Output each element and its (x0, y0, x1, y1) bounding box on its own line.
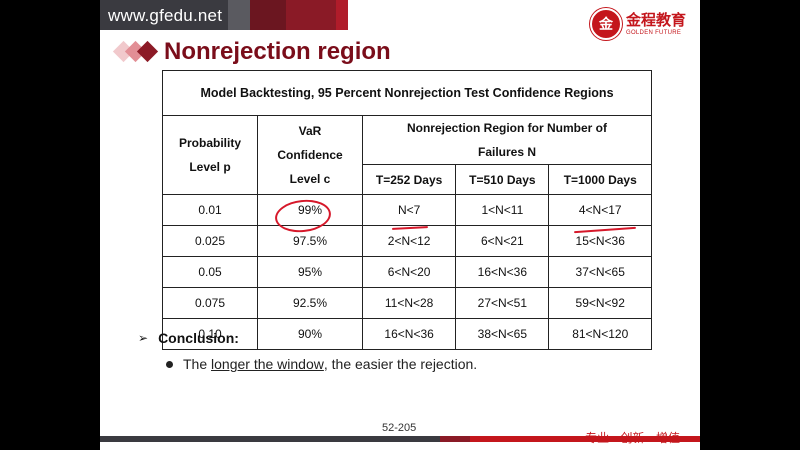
subheader-t252: T=252 Days (361, 164, 457, 195)
subheader-t510: T=510 Days (455, 164, 550, 195)
cell-t1000: 59<N<92 (548, 287, 652, 319)
subheader-t1000: T=1000 Days (548, 164, 652, 195)
cell-p: 0.075 (162, 287, 258, 319)
cell-t1000: 37<N<65 (548, 256, 652, 288)
logo-english-text: GOLDEN FUTURE (625, 29, 682, 36)
company-logo: 金 金程教育 GOLDEN FUTURE (589, 8, 686, 40)
conclusion-text-before: The (183, 356, 212, 372)
slide: www.gfedu.net 金 金程教育 GOLDEN FUTURE Nonre… (100, 0, 700, 450)
cell-t510: 1<N<11 (455, 194, 550, 226)
cell-t510: 38<N<65 (455, 318, 550, 350)
cell-t510: 6<N<21 (455, 225, 550, 257)
diamond-decoration-icon (112, 38, 160, 66)
footer-bar (100, 436, 700, 442)
cell-t1000: 4<N<17 (548, 194, 652, 226)
cell-t252: N<7 (361, 194, 457, 226)
conclusion-bullet: The longer the window , the easier the r… (166, 356, 477, 372)
cell-c: 90% (257, 318, 363, 350)
arrow-bullet-icon: ➢ (138, 331, 149, 345)
page-title: Nonrejection region (164, 38, 391, 65)
cell-t252: 16<N<36 (361, 318, 457, 350)
site-url[interactable]: www.gfedu.net (108, 6, 223, 25)
conclusion-label: Conclusion: (158, 330, 239, 346)
cell-t510: 16<N<36 (455, 256, 550, 288)
page-number: 52-205 (382, 422, 417, 434)
gf-seal-icon: 金 (589, 8, 622, 40)
table-row: 0.05 95% 6<N<20 16<N<36 37<N<65 (162, 256, 652, 288)
top-banner (100, 0, 700, 30)
cell-p: 0.025 (162, 225, 258, 257)
conclusion-text-underlined: longer the window (211, 356, 324, 372)
cell-t252: 2<N<12 (361, 225, 457, 257)
cell-c: 92.5% (257, 287, 363, 319)
cell-c: 97.5% (257, 225, 363, 257)
table-row: 0.075 92.5% 11<N<28 27<N<51 59<N<92 (162, 287, 652, 319)
header-nonrejection-region: Nonrejection Region for Number of Failur… (362, 115, 652, 165)
footer-slogan: 专业 · 创新 · 增值 (585, 431, 680, 445)
cell-p: 0.01 (162, 194, 258, 226)
logo-chinese-text: 金程教育 (625, 10, 686, 29)
bullet-dot-icon (166, 360, 173, 368)
title-row: Nonrejection region (112, 38, 391, 66)
cell-c: 95% (257, 256, 363, 288)
table-row: 0.01 99% N<7 1<N<11 4<N<17 (162, 194, 652, 226)
cell-t1000: 81<N<120 (548, 318, 652, 350)
header-probability-level: Probability Level p (162, 115, 258, 195)
cell-t510: 27<N<51 (455, 287, 550, 319)
cell-p: 0.05 (162, 256, 258, 288)
backtesting-table: Model Backtesting, 95 Percent Nonrejecti… (162, 70, 652, 350)
table-row: 0.025 97.5% 2<N<12 6<N<21 15<N<36 (162, 225, 652, 257)
conclusion-heading: ➢ Conclusion: (138, 330, 239, 346)
table-row: 0.10 90% 16<N<36 38<N<65 81<N<120 (162, 318, 652, 350)
table-caption: Model Backtesting, 95 Percent Nonrejecti… (162, 70, 652, 116)
cell-p: 0.10 (162, 318, 258, 350)
cell-t252: 11<N<28 (361, 287, 457, 319)
cell-t252: 6<N<20 (361, 256, 457, 288)
header-var-confidence: VaR Confidence Level c (257, 115, 363, 195)
conclusion-text-after: , the easier the rejection. (323, 356, 478, 372)
